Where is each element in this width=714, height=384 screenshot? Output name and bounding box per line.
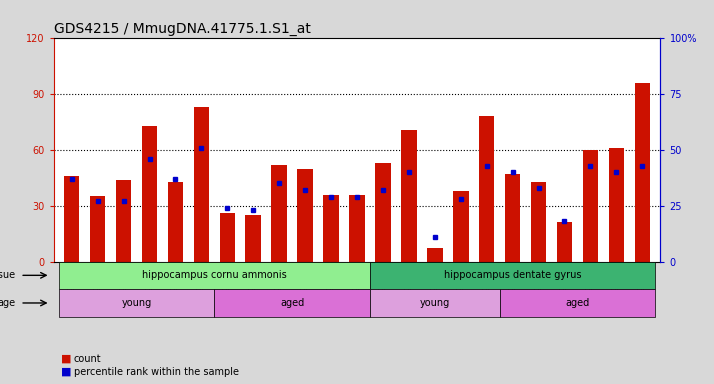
Bar [90,197,106,262]
Bar [557,222,572,262]
Text: young: young [420,298,450,308]
Text: count: count [74,354,101,364]
Bar [246,215,261,262]
Bar [608,148,624,262]
Bar [453,191,468,262]
Text: hippocampus dentate gyrus: hippocampus dentate gyrus [444,270,581,280]
Bar [219,213,235,262]
Bar [271,165,287,262]
Bar [64,176,79,262]
Bar [142,126,157,262]
Text: young: young [121,298,151,308]
Bar [531,182,546,262]
Text: hippocampus cornu ammonis: hippocampus cornu ammonis [142,270,287,280]
Bar [479,116,495,262]
Text: percentile rank within the sample: percentile rank within the sample [74,367,238,377]
Text: GDS4215 / MmugDNA.41775.1.S1_at: GDS4215 / MmugDNA.41775.1.S1_at [54,22,311,36]
Bar [370,262,655,289]
Text: ■: ■ [61,354,71,364]
Bar [59,262,370,289]
Bar [500,289,655,317]
Bar [505,174,521,262]
Bar [427,248,443,262]
Text: aged: aged [280,298,304,308]
Bar [583,150,598,262]
Bar [401,129,417,262]
Bar [116,180,131,262]
Bar [375,163,391,262]
Bar [635,83,650,262]
Bar [168,182,183,262]
Bar [297,169,313,262]
Bar [370,289,500,317]
Bar [349,195,365,262]
Text: tissue: tissue [0,270,16,280]
Text: aged: aged [565,298,590,308]
Bar [214,289,370,317]
Text: age: age [0,298,16,308]
Bar [323,195,339,262]
Bar [59,289,214,317]
Text: ■: ■ [61,367,71,377]
Bar [193,107,209,262]
